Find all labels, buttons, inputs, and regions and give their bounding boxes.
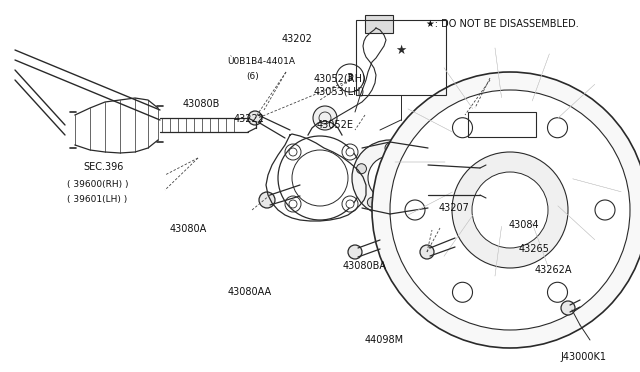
Text: 43207: 43207 [438, 203, 469, 213]
Circle shape [367, 197, 378, 207]
Text: 43052E: 43052E [317, 120, 354, 129]
Text: Ù0B1B4-4401A: Ù0B1B4-4401A [227, 57, 295, 66]
Text: ( 39600(RH) ): ( 39600(RH) ) [67, 180, 129, 189]
Circle shape [289, 200, 297, 208]
Text: ( 39601(LH) ): ( 39601(LH) ) [67, 195, 127, 203]
Circle shape [346, 200, 354, 208]
Circle shape [413, 164, 424, 174]
Circle shape [352, 140, 428, 216]
Circle shape [452, 118, 472, 138]
Circle shape [452, 282, 472, 302]
Circle shape [595, 200, 615, 220]
Circle shape [561, 301, 575, 315]
Circle shape [368, 156, 412, 200]
Circle shape [259, 192, 275, 208]
Bar [468, 112, 536, 137]
Circle shape [385, 143, 395, 153]
Text: 43265: 43265 [518, 244, 549, 254]
Text: (6): (6) [246, 72, 259, 81]
Text: 43080AA: 43080AA [227, 287, 271, 297]
Circle shape [372, 72, 640, 348]
Text: 43080B: 43080B [182, 99, 220, 109]
Circle shape [289, 148, 297, 156]
Text: SEC.396: SEC.396 [83, 163, 124, 172]
Text: 43080A: 43080A [170, 224, 207, 234]
Text: ★: ★ [396, 44, 406, 57]
Text: 43053(LH): 43053(LH) [314, 86, 365, 96]
Text: ★: DO NOT BE DISASSEMBLED.: ★: DO NOT BE DISASSEMBLED. [426, 19, 579, 29]
Circle shape [547, 118, 568, 138]
Circle shape [356, 164, 367, 174]
Circle shape [472, 172, 548, 248]
Circle shape [248, 111, 262, 125]
Text: 43052(RH): 43052(RH) [314, 73, 366, 83]
Text: J43000K1: J43000K1 [560, 352, 606, 362]
Circle shape [313, 106, 337, 130]
Text: 3: 3 [347, 73, 353, 83]
Circle shape [346, 148, 354, 156]
Text: 43202: 43202 [282, 34, 312, 44]
Text: 43080BA: 43080BA [342, 261, 387, 271]
Text: 43222: 43222 [234, 114, 264, 124]
Circle shape [547, 282, 568, 302]
Circle shape [403, 197, 413, 207]
Circle shape [348, 245, 362, 259]
Bar [365, 15, 393, 33]
Text: 44098M: 44098M [365, 336, 404, 345]
Circle shape [405, 200, 425, 220]
Circle shape [420, 245, 434, 259]
Circle shape [452, 152, 568, 268]
Circle shape [390, 90, 630, 330]
Text: 43262A: 43262A [534, 265, 572, 275]
Text: 43084: 43084 [509, 220, 540, 230]
Bar [356, 20, 446, 95]
